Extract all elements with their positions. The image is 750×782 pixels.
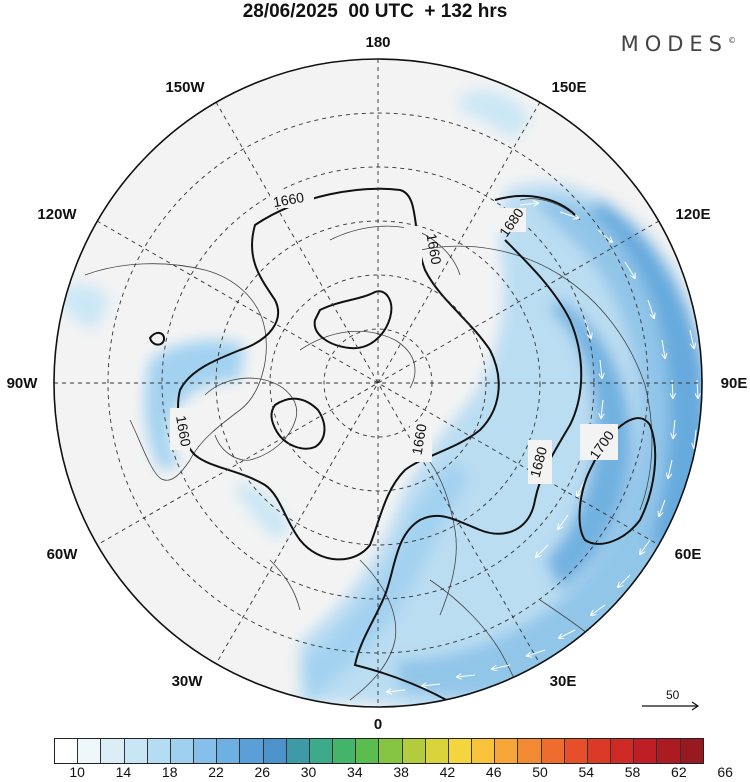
colorbar-tick-label: 18 [161, 764, 178, 780]
colorbar-swatch [564, 739, 588, 763]
lon-label-180: 180 [365, 34, 391, 51]
lon-label-60e: 60E [674, 546, 702, 563]
colorbar-swatch [333, 739, 357, 763]
colorbar-swatch [170, 739, 195, 763]
graticule [54, 59, 702, 707]
colorbar-swatch [518, 739, 542, 763]
brand-logo: MODES© [620, 32, 736, 56]
colorbar-swatch [101, 739, 125, 763]
colorbar-swatch [634, 739, 658, 763]
colorbar-swatch [448, 739, 473, 763]
colorbar-ticks: 10141822263034384246505458626670 [54, 764, 733, 782]
colorbar-swatch [680, 739, 703, 763]
colorbar-swatch [78, 739, 102, 763]
colorbar-swatch [541, 739, 565, 763]
colorbar-tick-label: 46 [485, 764, 502, 780]
colorbar-swatch [124, 739, 148, 763]
colorbar-swatch [55, 739, 79, 763]
colorbar-tick-label: 66 [717, 764, 733, 780]
lon-label-150w: 150W [165, 79, 205, 96]
colorbar [54, 738, 704, 764]
colorbar-swatch [379, 739, 403, 763]
colorbar-swatch [194, 739, 218, 763]
lon-label-120e: 120E [675, 206, 711, 223]
contour-label: 1660 [409, 422, 430, 456]
height-contours [148, 187, 657, 706]
colorbar-tick-label: 22 [208, 764, 224, 780]
lon-label-90e: 90E [720, 375, 748, 392]
colorbar-tick-label: 34 [347, 764, 363, 780]
colorbar-swatch [472, 739, 496, 763]
contour-label: 1660 [423, 232, 444, 266]
colorbar-tick-label: 10 [69, 764, 85, 780]
colorbar-swatch [611, 739, 635, 763]
colorbar-swatch [309, 739, 334, 763]
colorbar-swatch [147, 739, 171, 763]
colorbar-tick-label: 38 [393, 764, 409, 780]
colorbar-tick-label: 50 [532, 764, 548, 780]
colorbar-swatch [263, 739, 287, 763]
colorbar-swatch [240, 739, 264, 763]
colorbar-swatch [657, 739, 681, 763]
colorbar-tick-label: 62 [671, 764, 687, 780]
map-boundary [53, 58, 703, 708]
wind-speed-shading [60, 91, 702, 707]
lon-label-120w: 120W [37, 206, 77, 223]
colorbar-tick-label: 30 [300, 764, 317, 780]
lon-label-60w: 60W [46, 546, 78, 563]
colorbar-tick-label: 14 [115, 764, 132, 780]
colorbar-tick-label: 42 [439, 764, 456, 780]
colorbar-tick-label: 58 [624, 764, 641, 780]
colorbar-swatch [217, 739, 241, 763]
colorbar-swatch [425, 739, 449, 763]
colorbar-swatch [402, 739, 426, 763]
lon-label-30e: 30E [549, 673, 577, 690]
colorbar-swatch [286, 739, 310, 763]
colorbar-swatch [356, 739, 380, 763]
lon-label-150e: 150E [551, 79, 587, 96]
contour-label: 1660 [173, 414, 194, 448]
lon-label-90w: 90W [6, 375, 38, 392]
lon-label-30w: 30W [171, 673, 203, 690]
forecast-title: 28/06/2025 00 UTC + 132 hrs [242, 1, 508, 22]
reference-arrow-icon [642, 701, 700, 711]
colorbar-swatch [587, 739, 612, 763]
colorbar-swatch [495, 739, 519, 763]
contour-label: 1680 [527, 445, 551, 479]
colorbar-tick-label: 26 [254, 764, 271, 780]
contour-label: 1660 [272, 189, 306, 210]
reference-vector-label: 50 [666, 688, 680, 702]
lon-label-0: 0 [373, 716, 383, 733]
colorbar-tick-label: 54 [578, 764, 595, 780]
reference-vector: 50 [640, 688, 710, 714]
